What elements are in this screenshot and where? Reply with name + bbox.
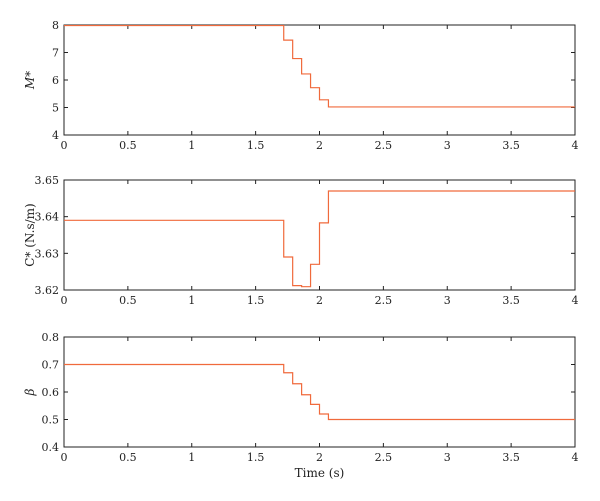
x-tick-label-1-2: 1 [188,139,195,152]
x-tick-label-3-6: 3 [444,451,451,464]
x-tick-label-1-3: 1.5 [247,139,265,152]
x-tick-label-2-0: 0 [61,294,68,307]
plot-frame-1 [63,24,576,136]
y-tick-label-1-4: 8 [52,19,59,32]
y-tick-label-3-1: 0.5 [42,414,60,427]
x-tick-label-3-2: 1 [188,451,195,464]
series-line-2-1 [64,190,575,288]
y-tick-label-3-0: 0.4 [42,441,60,454]
x-tick-label-3-1: 0.5 [119,451,137,464]
y-tick-label-2-2: 3.64 [35,211,60,224]
plot-frame-3 [63,336,576,448]
x-tick-label-3-8: 4 [572,451,579,464]
x-tick-label-1-1: 0.5 [119,139,137,152]
y-tick-label-1-2: 6 [52,74,59,87]
y-tick-label-2-0: 3.62 [35,284,60,297]
x-tick-label-2-6: 3 [444,294,451,307]
x-axis-label: Time (s) [295,466,345,480]
x-tick-label-1-0: 0 [61,139,68,152]
x-tick-label-2-5: 2.5 [375,294,393,307]
y-axis-label-1: M* [23,71,37,90]
x-tick-label-2-2: 1 [188,294,195,307]
x-tick-label-2-4: 2 [316,294,323,307]
x-tick-label-3-7: 3.5 [502,451,520,464]
y-axis-label-2: C* (N.s/m) [23,203,37,267]
y-tick-label-3-3: 0.7 [42,359,60,372]
y-tick-label-1-3: 7 [52,47,59,60]
x-tick-label-3-3: 1.5 [247,451,265,464]
x-tick-label-3-0: 0 [61,451,68,464]
y-tick-label-2-1: 3.63 [35,247,60,260]
x-tick-label-3-5: 2.5 [375,451,393,464]
x-tick-label-1-5: 2.5 [375,139,393,152]
x-tick-label-2-1: 0.5 [119,294,137,307]
x-tick-label-2-7: 3.5 [502,294,520,307]
series-line-1-1 [64,24,575,108]
x-tick-label-1-6: 3 [444,139,451,152]
x-tick-label-2-3: 1.5 [247,294,265,307]
y-tick-label-3-4: 0.8 [42,331,60,344]
x-tick-label-1-4: 2 [316,139,323,152]
y-axis-label-3: β [23,388,37,396]
y-tick-label-1-0: 4 [52,129,59,142]
x-tick-label-1-7: 3.5 [502,139,520,152]
series-line-3-1 [64,363,575,421]
x-tick-label-3-4: 2 [316,451,323,464]
y-tick-label-2-3: 3.65 [35,174,60,187]
y-tick-label-3-2: 0.6 [42,386,60,399]
x-tick-label-2-8: 4 [572,294,579,307]
y-tick-label-1-1: 5 [52,102,59,115]
x-tick-label-1-8: 4 [572,139,579,152]
